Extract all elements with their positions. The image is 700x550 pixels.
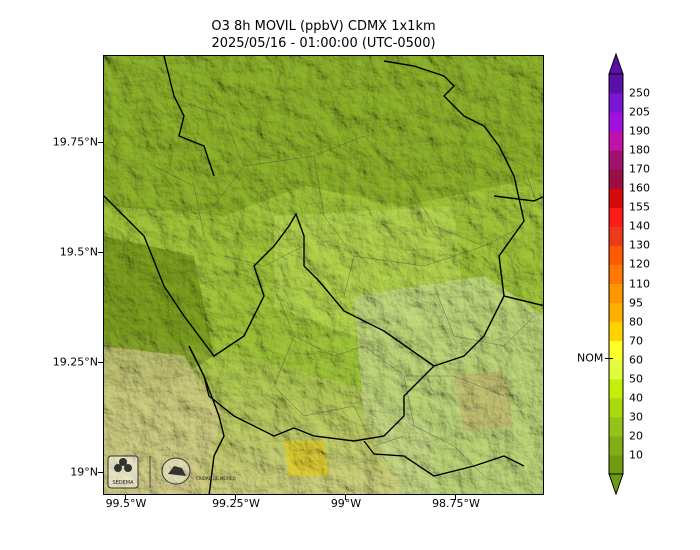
sedema-logo-text: SEDEMA <box>112 480 134 486</box>
state-boundaries <box>104 56 543 494</box>
colorbar-level-label: 110 <box>629 277 650 291</box>
lon-label: 98.75°W <box>432 497 480 510</box>
colorbar-bin <box>609 264 623 285</box>
colorbar-bin <box>609 435 623 456</box>
colorbar-bin <box>609 283 623 304</box>
nom-marker-label: NOM <box>577 351 604 365</box>
colorbar-level-label: 140 <box>629 219 650 233</box>
colorbar-level-label: 80 <box>629 315 643 329</box>
colorbar-extend-top <box>608 52 624 75</box>
lon-tick-mark <box>235 495 236 500</box>
nom-marker-tick <box>605 358 613 359</box>
gobierno-cdmx-seal: CIUDAD DE MÉXICO <box>149 456 236 488</box>
colorbar-bin <box>609 340 623 361</box>
lat-tick-mark <box>98 472 103 473</box>
colorbar-level-label: 95 <box>629 296 643 310</box>
map-canvas: SEDEMA CIUDAD DE MÉXICO <box>104 56 543 494</box>
colorbar-level-label: 205 <box>629 105 650 119</box>
colorbar-level-label: 120 <box>629 257 650 271</box>
colorbar-bin <box>609 93 623 113</box>
colorbar-level-label: 50 <box>629 372 643 386</box>
colorbar-bin <box>609 359 623 380</box>
colorbar-level-label: 180 <box>629 143 650 157</box>
colorbar-bin <box>609 188 623 208</box>
lat-tick-mark <box>98 252 103 253</box>
colorbar-bin <box>609 378 623 399</box>
colorbar-level-label: 155 <box>629 200 650 214</box>
colorbar-level-label: 170 <box>629 162 650 176</box>
colorbar-bin <box>609 321 623 342</box>
colorbar-bin <box>609 454 623 475</box>
lon-label: 99°W <box>330 497 362 510</box>
colorbar-bin <box>609 245 623 265</box>
colorbar-bin <box>609 302 623 323</box>
colorbar-extend-bottom <box>608 473 624 496</box>
lat-label: 19°N <box>70 465 98 479</box>
colorbar-level-label: 20 <box>629 429 643 443</box>
lat-label: 19.5°N <box>59 245 98 259</box>
colorbar-bin <box>609 131 623 151</box>
concentration-field <box>104 56 543 494</box>
colorbar-level-label: 30 <box>629 410 643 424</box>
colorbar-bin <box>609 207 623 227</box>
lon-label: 99.5°W <box>105 497 147 510</box>
colorbar-bin <box>609 112 623 132</box>
seal-text: CIUDAD DE MÉXICO <box>196 476 236 481</box>
lon-tick-mark <box>455 495 456 500</box>
colorbar-level-label: 160 <box>629 181 650 195</box>
map-title: O3 8h MOVIL (ppbV) CDMX 1x1km <box>211 19 436 34</box>
colorbar-frame <box>608 73 624 475</box>
sedema-logo: SEDEMA <box>107 455 139 489</box>
lat-tick-mark <box>98 142 103 143</box>
lon-tick-mark <box>345 495 346 500</box>
colorbar-bin <box>609 226 623 246</box>
colorbar-level-label: 130 <box>629 238 650 252</box>
map-subtitle: 2025/05/16 - 01:00:00 (UTC-0500) <box>211 36 436 51</box>
lat-tick-mark <box>98 362 103 363</box>
ozone-map: SEDEMA CIUDAD DE MÉXICO <box>103 55 544 495</box>
colorbar-bin <box>609 416 623 437</box>
colorbar-bin <box>609 74 623 94</box>
colorbar-bin <box>609 397 623 418</box>
colorbar-level-label: 60 <box>629 353 643 367</box>
colorbar <box>608 52 624 496</box>
colorbar-level-label: 10 <box>629 448 643 462</box>
colorbar-bin <box>609 150 623 170</box>
lon-label: 99.25°W <box>212 497 260 510</box>
lon-tick-mark <box>125 495 126 500</box>
colorbar-level-label: 250 <box>629 86 650 100</box>
lat-label: 19.75°N <box>52 135 98 149</box>
colorbar-level-label: 70 <box>629 334 643 348</box>
colorbar-level-label: 40 <box>629 391 643 405</box>
colorbar-bin <box>609 169 623 189</box>
lat-label: 19.25°N <box>52 355 98 369</box>
colorbar-level-label: 190 <box>629 124 650 138</box>
